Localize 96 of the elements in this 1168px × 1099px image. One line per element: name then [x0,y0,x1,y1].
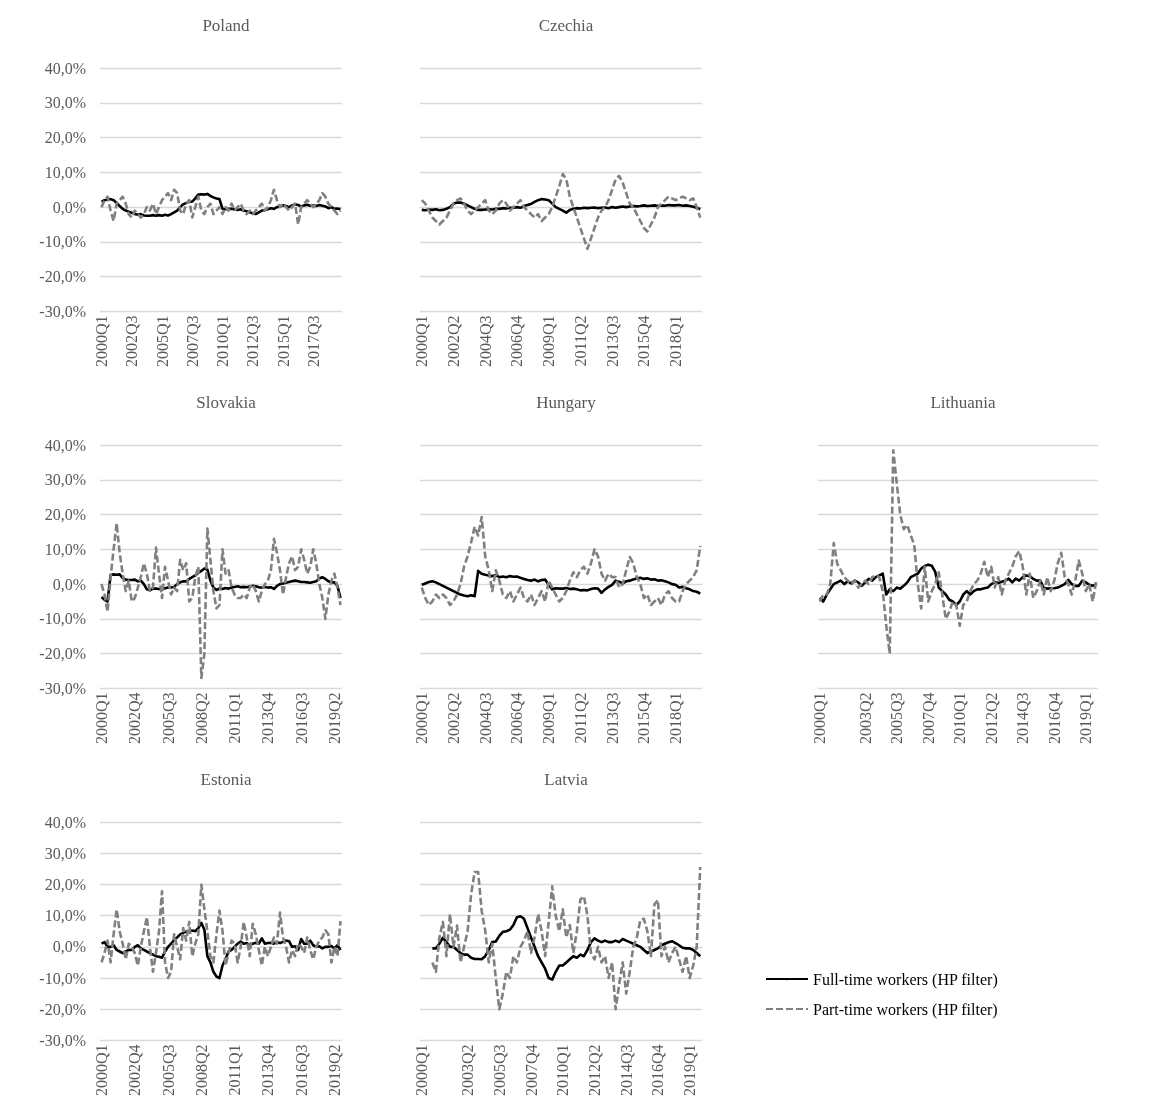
x-tick-label: 2013Q4 [259,692,277,745]
y-tick-label: 40,0% [44,59,86,77]
y-tick-label: 10,0% [44,540,86,558]
x-tick-label: 2005Q3 [888,692,906,745]
x-tick-label: 2000Q1 [93,315,111,368]
x-tick-label: 2000Q1 [413,692,431,745]
x-tick-label: 2013Q3 [603,692,621,745]
y-tick-label: 10,0% [44,907,86,925]
y-tick-label: 0,0% [52,575,86,593]
x-tick-label: 2000Q1 [93,1044,111,1097]
x-tick-label: 2007Q3 [183,315,201,368]
x-tick-label: 2012Q2 [585,1044,603,1097]
x-tick-label: 2019Q2 [325,1044,343,1097]
x-tick-label: 2002Q4 [126,1044,144,1097]
x-tick-label: 2019Q1 [1077,692,1095,745]
x-tick-label: 2011Q2 [571,315,589,367]
chart-title: Lithuania [930,393,997,412]
x-tick-label: 2008Q2 [192,1044,210,1097]
x-tick-label: 2007Q4 [522,1044,540,1097]
y-tick-label: 40,0% [44,813,86,831]
x-tick-label: 2009Q1 [540,692,558,745]
x-tick-label: 2000Q1 [413,1044,431,1097]
y-tick-label: 0,0% [52,938,86,956]
x-tick-label: 2011Q2 [571,692,589,744]
y-tick-label: 20,0% [44,875,86,893]
x-tick-label: 2004Q3 [476,315,494,368]
x-tick-label: 2002Q2 [444,692,462,745]
y-tick-label: -10,0% [39,969,86,987]
x-tick-label: 2012Q3 [244,315,262,368]
y-tick-label: -30,0% [39,302,86,320]
line-series [100,883,342,980]
x-tick-label: 2010Q1 [214,315,232,368]
y-tick-label: -10,0% [39,610,86,628]
x-tick-label: 2000Q1 [811,692,829,745]
x-tick-label: 2015Q4 [635,315,653,368]
x-tick-label: 2007Q4 [919,692,937,745]
y-tick-label: 30,0% [44,471,86,489]
chart-title: Czechia [538,16,594,35]
x-tick-label: 2017Q3 [304,315,322,368]
x-tick-label: 2015Q4 [635,692,653,745]
x-tick-label: 2010Q1 [554,1044,572,1097]
x-tick-label: 2010Q1 [951,692,969,745]
y-tick-label: -20,0% [39,645,86,663]
x-tick-label: 2016Q3 [292,1044,310,1097]
line-series [100,188,342,226]
x-tick-label: 2006Q4 [508,315,526,368]
y-tick-label: -30,0% [39,1031,86,1049]
y-tick-label: -30,0% [39,679,86,697]
chart-title: Latvia [544,770,589,789]
x-tick-label: 2006Q4 [508,692,526,745]
x-tick-label: 2000Q1 [413,315,431,368]
y-tick-label: 30,0% [44,94,86,112]
x-tick-label: 2012Q2 [982,692,1000,745]
x-tick-label: 2004Q3 [476,692,494,745]
x-tick-label: 2016Q3 [292,692,310,745]
x-tick-label: 2011Q1 [226,1044,244,1096]
x-tick-label: 2018Q1 [667,315,685,368]
y-tick-label: 20,0% [44,506,86,524]
x-tick-label: 2011Q1 [226,692,244,744]
y-tick-label: -20,0% [39,1000,86,1018]
x-tick-label: 2019Q1 [681,1044,699,1097]
x-tick-label: 2014Q3 [1014,692,1032,745]
x-tick-label: 2005Q3 [490,1044,508,1097]
y-tick-label: 10,0% [44,163,86,181]
chart-title: Poland [202,16,251,35]
chart-title: Hungary [536,393,597,412]
x-tick-label: 2013Q3 [603,315,621,368]
y-tick-label: 30,0% [44,844,86,862]
x-tick-label: 2015Q1 [274,315,292,368]
y-tick-label: -20,0% [39,268,86,286]
legend-label: Full-time workers (HP filter) [813,970,998,989]
x-tick-label: 2005Q1 [153,315,171,368]
x-tick-label: 2000Q1 [93,692,111,745]
x-tick-label: 2019Q2 [325,692,343,745]
line-series [100,521,342,680]
chart-title: Estonia [200,770,252,789]
x-tick-label: 2005Q3 [159,692,177,745]
x-tick-label: 2005Q3 [159,1044,177,1097]
x-tick-label: 2003Q2 [856,692,874,745]
y-tick-label: -10,0% [39,233,86,251]
x-tick-label: 2003Q2 [459,1044,477,1097]
legend-label: Part-time workers (HP filter) [813,1000,998,1019]
x-tick-label: 2016Q4 [649,1044,667,1097]
x-tick-label: 2008Q2 [192,692,210,745]
x-tick-label: 2013Q4 [259,1044,277,1097]
y-tick-label: 20,0% [44,129,86,147]
x-tick-label: 2014Q3 [617,1044,635,1097]
x-tick-label: 2002Q3 [123,315,141,368]
x-tick-label: 2016Q4 [1045,692,1063,745]
x-tick-label: 2009Q1 [540,315,558,368]
y-tick-label: 40,0% [44,436,86,454]
chart-title: Slovakia [196,393,257,412]
x-tick-label: 2018Q1 [667,692,685,745]
x-tick-label: 2002Q2 [444,315,462,368]
y-tick-label: 0,0% [52,198,86,216]
x-tick-label: 2002Q4 [126,692,144,745]
